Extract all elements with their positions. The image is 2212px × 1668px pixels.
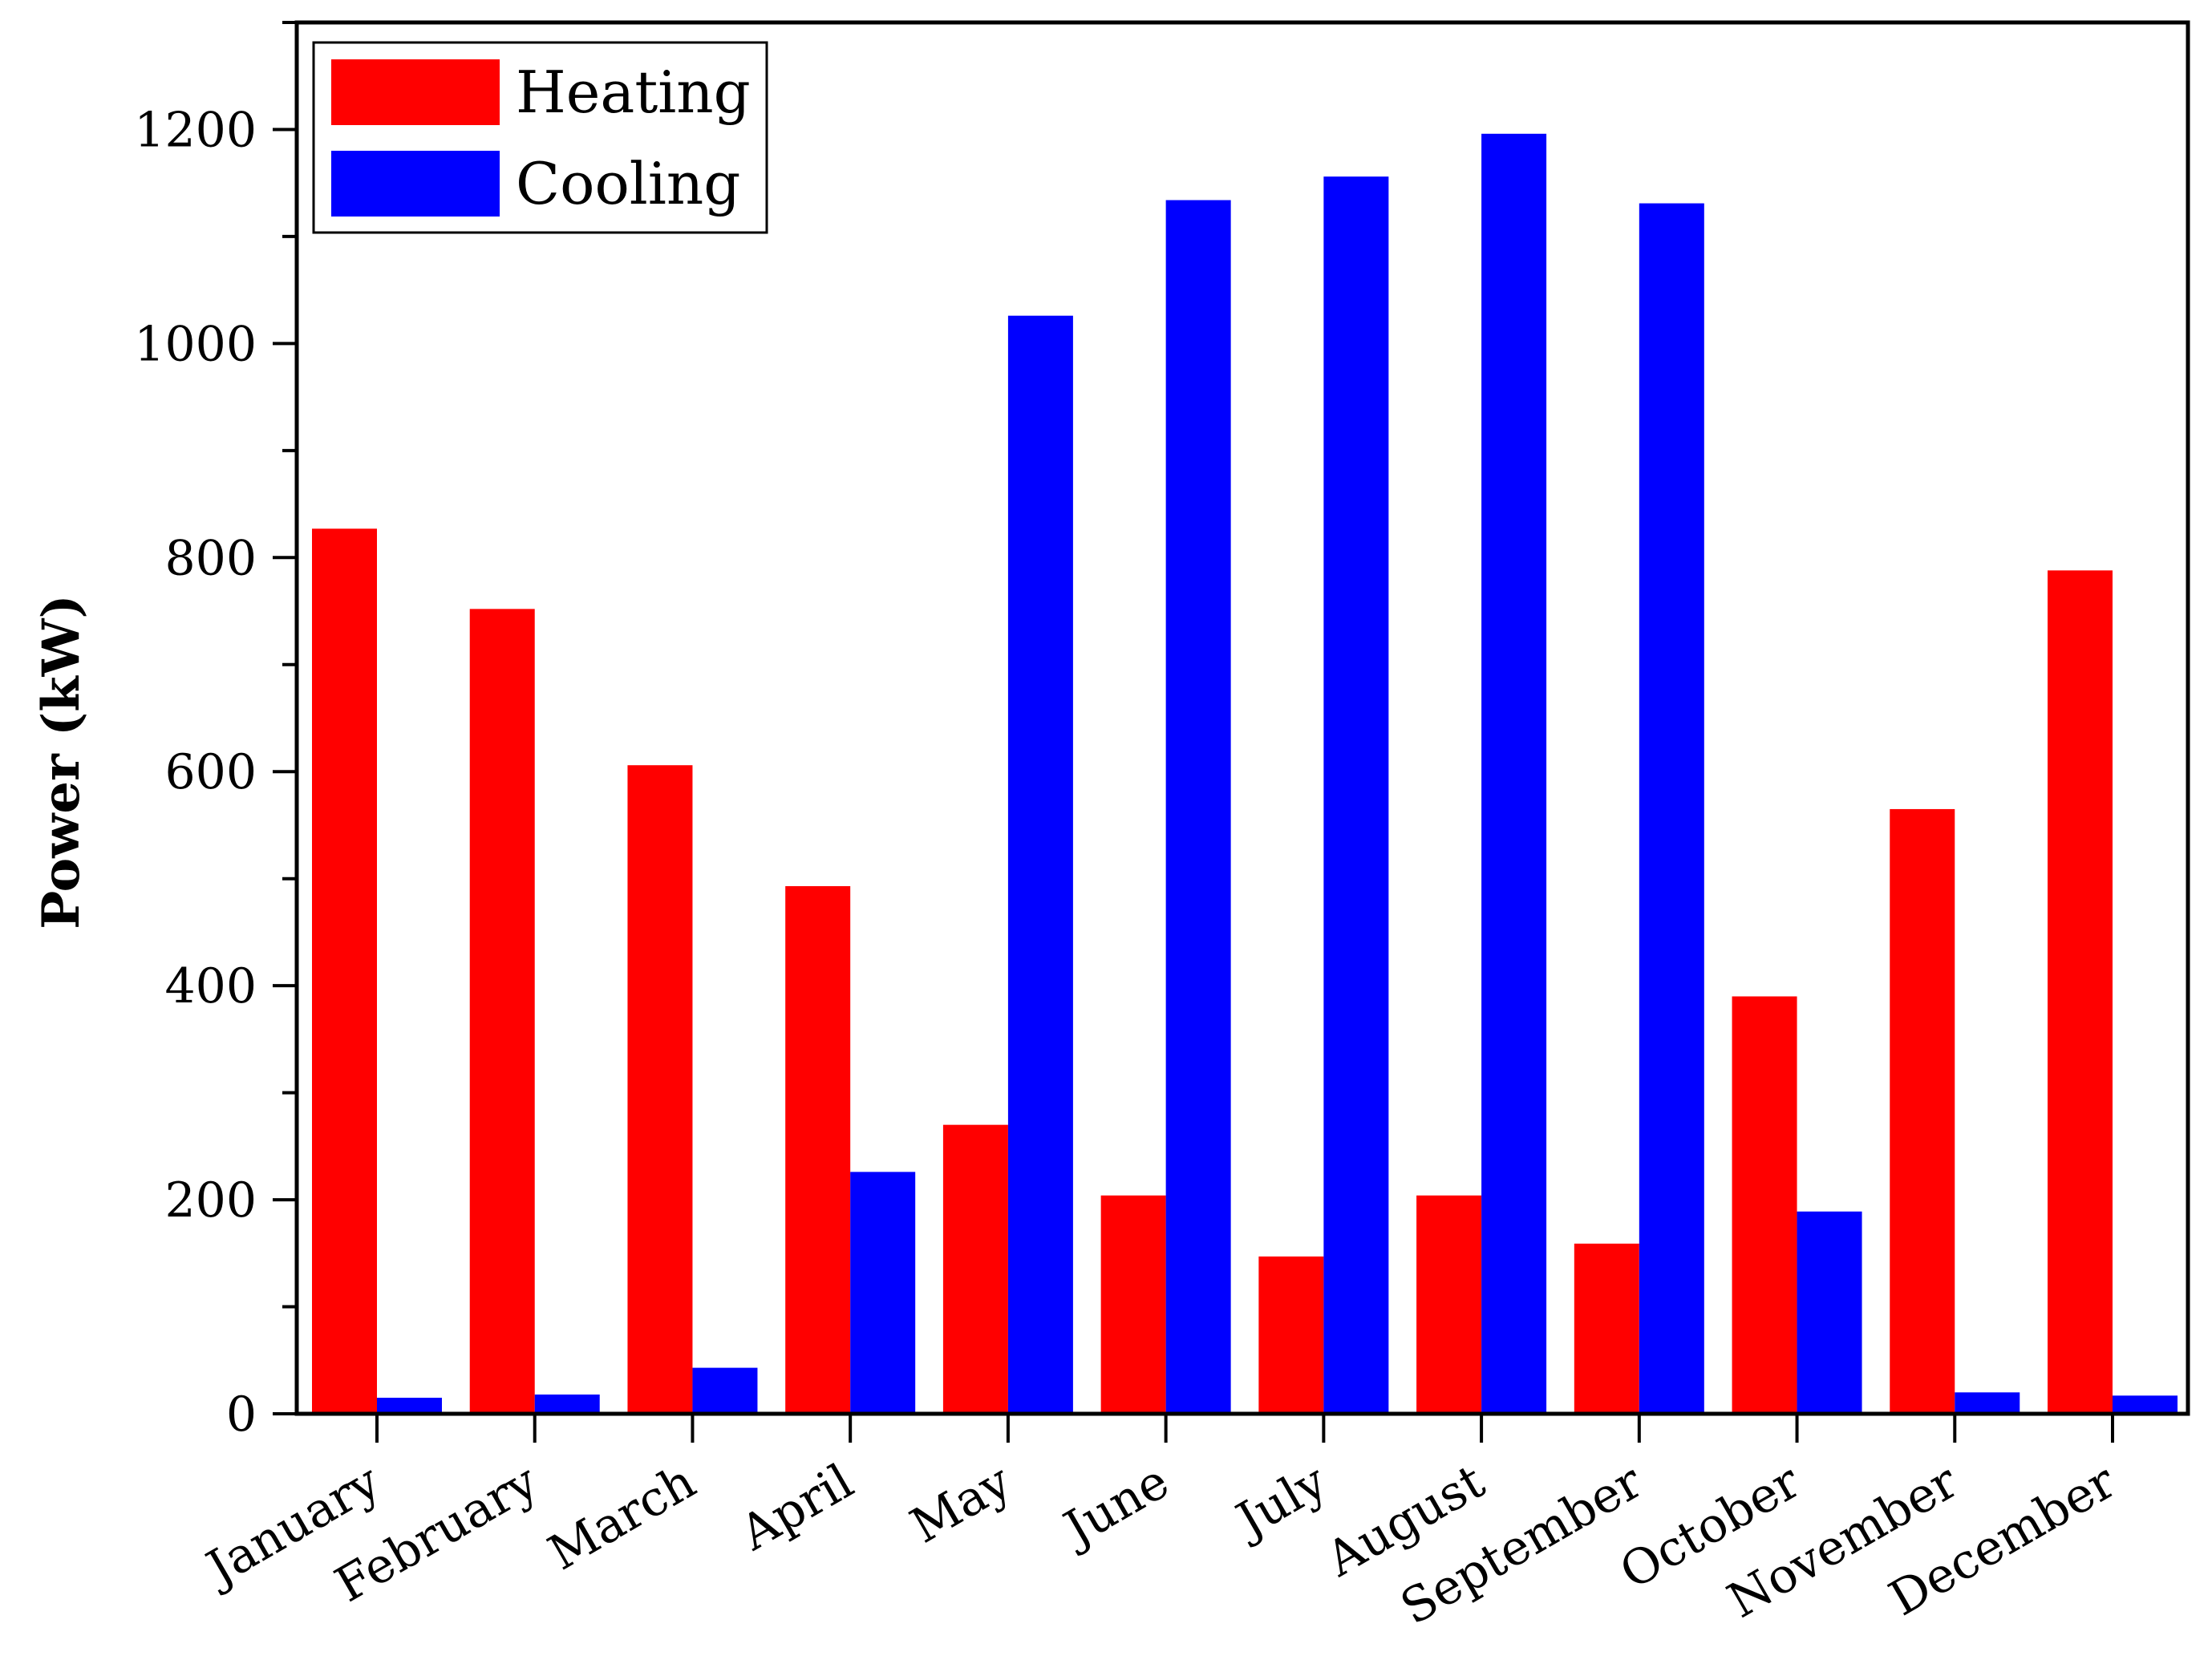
bar-cooling-august — [1481, 133, 1547, 1414]
legend-label-cooling: Cooling — [516, 150, 740, 217]
plot-frame — [294, 20, 2190, 1416]
x-tick-label-march: March — [539, 1453, 705, 1581]
bar-heating-april — [785, 886, 851, 1414]
y-axis-title: Power (kW) — [31, 594, 91, 929]
y-tick-label: 200 — [164, 1172, 257, 1229]
bar-heating-june — [1100, 1195, 1166, 1414]
bar-cooling-december — [2113, 1395, 2178, 1414]
legend-swatch-cooling — [331, 151, 500, 217]
bar-cooling-october — [1797, 1211, 1862, 1414]
bar-heating-august — [1416, 1195, 1482, 1414]
bar-heating-may — [942, 1124, 1008, 1414]
y-tick-label: 1200 — [134, 102, 257, 158]
x-tick-label-july: July — [1223, 1453, 1336, 1551]
y-tick-label: 1000 — [134, 316, 257, 372]
bar-heating-december — [2048, 570, 2113, 1415]
bar-heating-march — [627, 765, 693, 1414]
legend: Heating Cooling — [312, 41, 768, 234]
y-tick-label: 0 — [226, 1387, 257, 1443]
bar-cooling-june — [1165, 200, 1231, 1415]
legend-swatch-heating — [331, 59, 500, 125]
bar-heating-november — [1890, 808, 1955, 1414]
bar-cooling-july — [1323, 176, 1389, 1415]
bar-heating-july — [1258, 1256, 1324, 1414]
bar-heating-january — [312, 528, 377, 1414]
x-tick-label-april: April — [731, 1453, 863, 1562]
bar-cooling-may — [1007, 315, 1073, 1415]
bar-cooling-february — [534, 1394, 600, 1414]
bar-cooling-april — [850, 1172, 916, 1414]
legend-label-heating: Heating — [516, 59, 751, 126]
bar-cooling-march — [692, 1367, 758, 1414]
y-tick-label: 800 — [164, 530, 257, 586]
y-tick-label: 600 — [164, 744, 257, 800]
bar-cooling-september — [1639, 203, 1704, 1414]
bar-cooling-november — [1955, 1392, 2020, 1414]
bar-heating-february — [469, 609, 535, 1414]
x-tick-label-june: June — [1051, 1453, 1178, 1559]
bar-cooling-january — [377, 1397, 442, 1414]
bar-heating-october — [1732, 996, 1797, 1414]
x-tick-label-may: May — [901, 1453, 1021, 1554]
y-tick-label: 400 — [164, 958, 257, 1014]
bar-heating-september — [1574, 1243, 1639, 1414]
